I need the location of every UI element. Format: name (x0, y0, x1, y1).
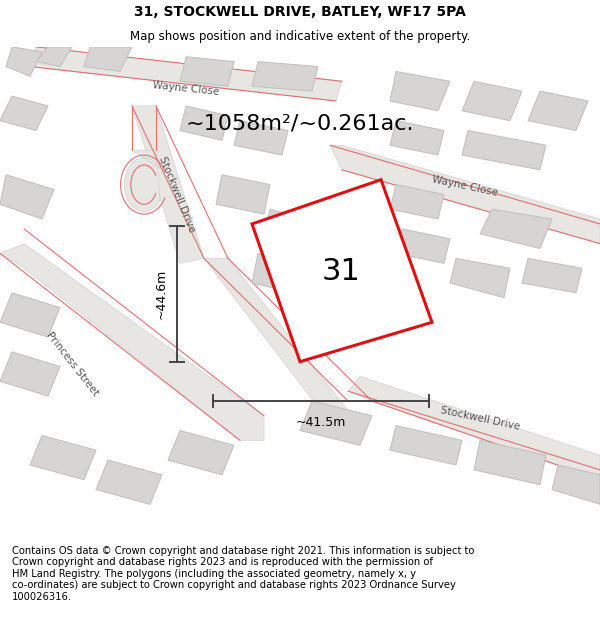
Polygon shape (480, 209, 552, 249)
Polygon shape (0, 352, 60, 396)
Polygon shape (390, 184, 444, 219)
Text: Stockwell Drive: Stockwell Drive (157, 155, 197, 234)
Polygon shape (216, 175, 270, 214)
Polygon shape (234, 121, 288, 155)
Polygon shape (204, 258, 360, 431)
Polygon shape (0, 244, 264, 441)
Polygon shape (0, 96, 48, 131)
Polygon shape (0, 292, 60, 337)
Text: ~41.5m: ~41.5m (296, 416, 346, 429)
Polygon shape (528, 91, 588, 131)
Polygon shape (450, 258, 510, 298)
Polygon shape (30, 47, 342, 101)
Polygon shape (132, 106, 204, 263)
Text: ~44.6m: ~44.6m (155, 269, 168, 319)
Polygon shape (390, 121, 444, 155)
Polygon shape (180, 57, 234, 86)
Polygon shape (348, 376, 600, 480)
Polygon shape (390, 426, 462, 465)
Text: 31, STOCKWELL DRIVE, BATLEY, WF17 5PA: 31, STOCKWELL DRIVE, BATLEY, WF17 5PA (134, 5, 466, 19)
Polygon shape (36, 47, 72, 66)
Polygon shape (552, 465, 600, 504)
Polygon shape (474, 441, 546, 484)
Polygon shape (0, 175, 54, 219)
Polygon shape (96, 460, 162, 504)
Polygon shape (330, 145, 600, 244)
Text: ~1058m²/~0.261ac.: ~1058m²/~0.261ac. (186, 113, 414, 133)
Text: Princess Street: Princess Street (44, 330, 100, 398)
Polygon shape (124, 150, 160, 212)
Polygon shape (462, 131, 546, 170)
Polygon shape (252, 179, 432, 362)
Polygon shape (396, 229, 450, 263)
Polygon shape (300, 401, 372, 445)
Polygon shape (168, 431, 234, 475)
Polygon shape (252, 62, 318, 91)
Polygon shape (252, 254, 300, 292)
Text: Wayne Close: Wayne Close (431, 174, 499, 198)
Polygon shape (390, 71, 450, 111)
Polygon shape (522, 258, 582, 292)
Polygon shape (84, 47, 132, 71)
Polygon shape (180, 106, 228, 141)
Text: 31: 31 (322, 258, 361, 286)
Polygon shape (6, 47, 42, 76)
Polygon shape (264, 209, 306, 244)
Text: Stockwell Drive: Stockwell Drive (439, 405, 521, 431)
Polygon shape (462, 81, 522, 121)
Polygon shape (30, 436, 96, 480)
Text: Wayne Close: Wayne Close (152, 80, 220, 97)
Text: Contains OS data © Crown copyright and database right 2021. This information is : Contains OS data © Crown copyright and d… (12, 546, 475, 602)
Text: Map shows position and indicative extent of the property.: Map shows position and indicative extent… (130, 30, 470, 43)
